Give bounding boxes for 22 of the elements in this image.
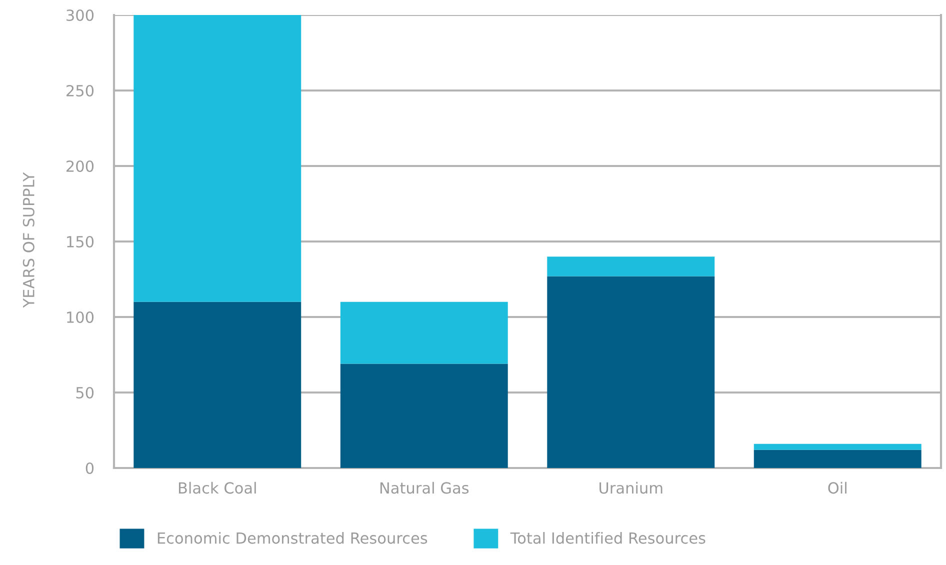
x-tick-label: Uranium: [600, 482, 662, 494]
legend-label: Economic Demonstrated Resources: [158, 532, 428, 544]
bar: [547, 276, 715, 468]
y-tick-label: 250: [66, 84, 94, 97]
x-tick-label: Black Coal: [178, 482, 256, 494]
bar: [134, 15, 302, 302]
bar: [754, 444, 922, 450]
bar: [754, 450, 922, 468]
y-tick-label: 100: [67, 311, 94, 324]
bar: [547, 256, 715, 276]
y-tick-label: 0: [86, 462, 94, 474]
legend-label: Total Identified Resources: [510, 532, 706, 544]
x-tick-label: Natural Gas: [380, 482, 469, 494]
y-tick-label: 50: [76, 386, 94, 399]
y-tick-label: 300: [66, 9, 94, 22]
bar: [340, 302, 508, 364]
bar: [134, 302, 302, 468]
bar: [340, 364, 508, 468]
x-tick-label: Oil: [828, 482, 846, 494]
y-tick-label: 150: [67, 236, 94, 248]
y-axis-title: YEARS OF SUPPLY: [22, 172, 34, 308]
y-tick-label: 200: [66, 160, 94, 172]
